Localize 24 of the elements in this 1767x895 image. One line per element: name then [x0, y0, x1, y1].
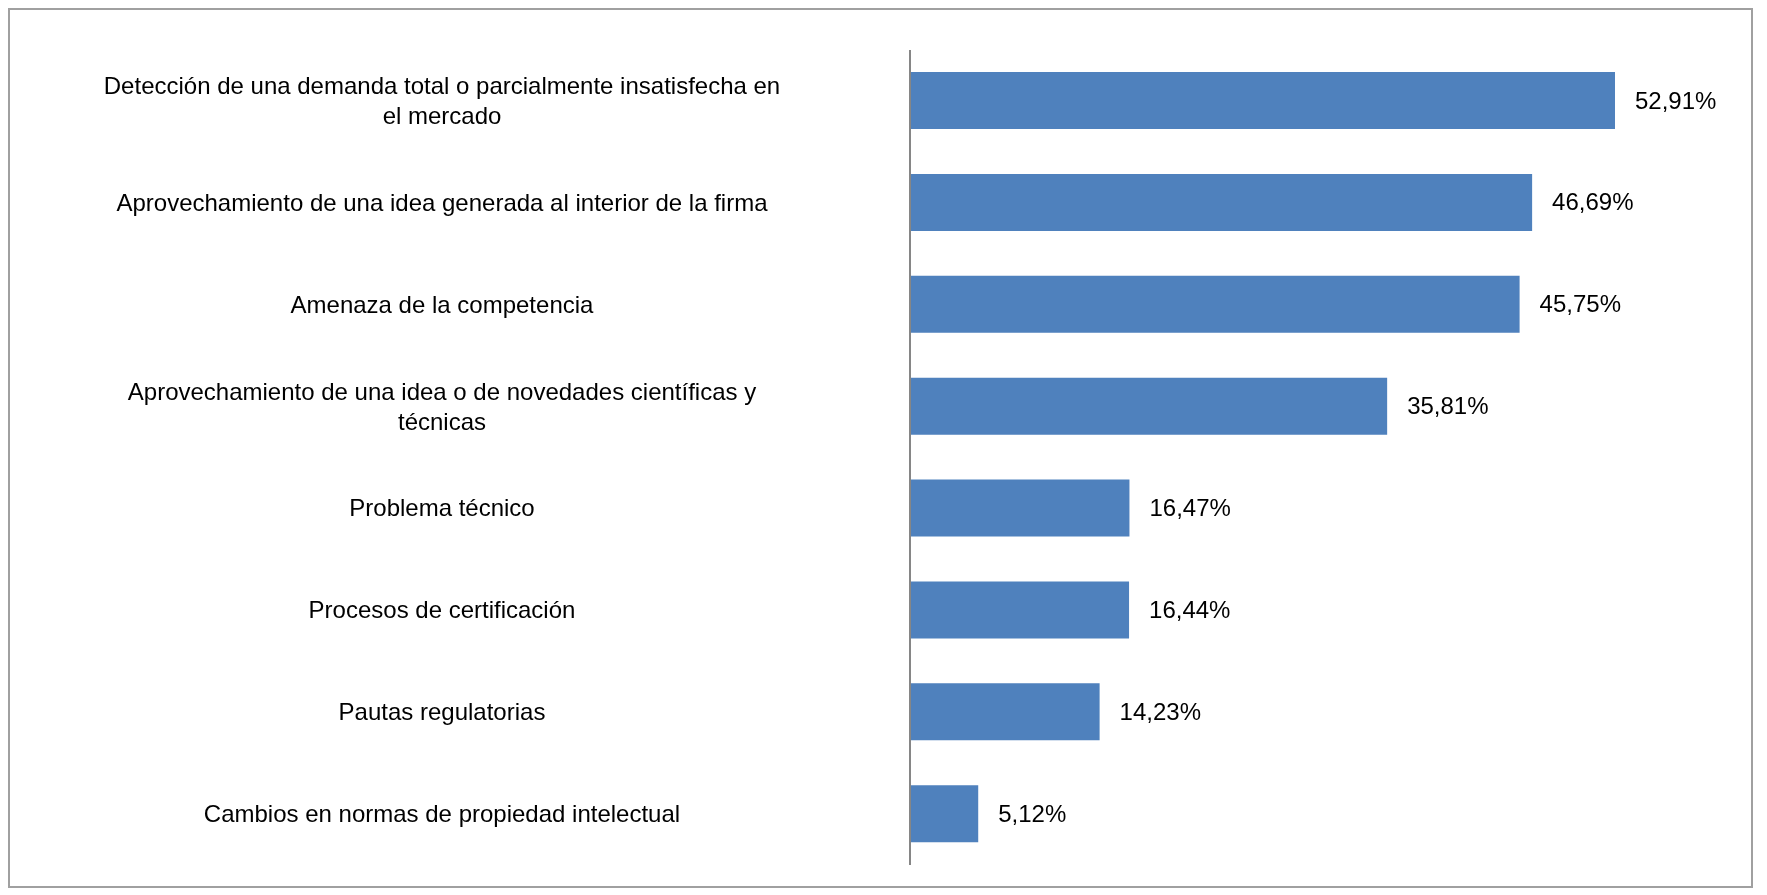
data-label: 16,44%: [1149, 595, 1231, 623]
bar: [910, 479, 1130, 537]
data-label: 14,23%: [1119, 697, 1202, 725]
bar: [910, 581, 1130, 639]
data-label: 52,91%: [1635, 86, 1717, 114]
bar: [910, 785, 979, 843]
y-tick-label: Problema técnico: [349, 494, 535, 522]
data-label: 16,47%: [1149, 494, 1231, 521]
bar: [910, 275, 1520, 333]
data-label: 35,81%: [1407, 392, 1489, 420]
y-tick-label: Procesos de certificación: [308, 596, 576, 624]
bar: [910, 173, 1533, 231]
bar: [910, 377, 1388, 435]
data-label: 5,12%: [998, 799, 1067, 827]
y-tick-label: Aprovechamiento de una idea generada al interior de la firma: [116, 188, 769, 216]
y-tick-label: Aprovechamiento de una idea o de novedades científicas y técnicas: [127, 377, 757, 435]
bar: [910, 683, 1100, 741]
data-label: 46,69%: [1552, 188, 1634, 216]
y-tick-label: Amenaza de la competencia: [290, 290, 595, 318]
data-label: 45,75%: [1539, 290, 1621, 318]
y-tick-label: Pautas regulatorias: [338, 698, 546, 726]
bar: [910, 72, 1615, 129]
y-tick-label: Detección de una demanda total o parcialmente insatisfecha en el mercado: [103, 71, 781, 129]
y-tick-label: Cambios en normas de propiedad intelectual: [203, 800, 681, 828]
